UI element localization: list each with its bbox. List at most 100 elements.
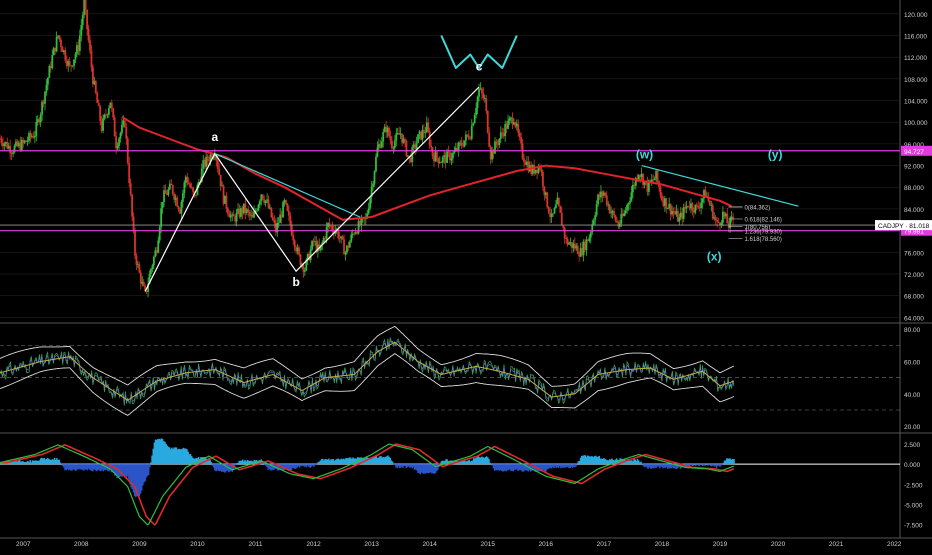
time-axis-label: 2017 (597, 541, 612, 548)
candle-body (482, 93, 484, 98)
candle-body (1, 139, 3, 143)
candle-body (69, 61, 71, 65)
candle-body (472, 123, 474, 125)
candle-body (564, 228, 566, 238)
candle-body (430, 145, 432, 147)
candle-body (520, 137, 522, 143)
candle-body (51, 55, 53, 68)
macd-tick-label: -5.000 (904, 502, 923, 509)
candle-body (256, 210, 258, 211)
candle-body (374, 171, 376, 183)
candle-body (287, 204, 289, 211)
candle-body (300, 255, 302, 265)
time-axis-label: 2016 (539, 541, 554, 548)
candle-body (661, 195, 663, 200)
candle-body (481, 88, 483, 93)
candle-body (112, 108, 114, 117)
candle-body (98, 103, 100, 106)
candle-body (342, 236, 344, 239)
time-axis-label: 2011 (248, 541, 262, 548)
candle-body (523, 158, 525, 162)
candle-body (80, 25, 82, 35)
candle-body (136, 256, 138, 265)
candle-body (265, 201, 267, 203)
candle-body (143, 282, 145, 286)
candle-body (152, 265, 154, 269)
fib-level-label: 1.236(79.930) (745, 229, 782, 235)
candle-body (310, 250, 312, 261)
candle-body (95, 81, 97, 93)
candle-body (217, 160, 219, 168)
candle-body (468, 136, 470, 139)
candle-body (694, 205, 696, 213)
time-axis-label: 2013 (364, 541, 379, 548)
candle-body (220, 175, 222, 186)
candle-body (496, 141, 498, 144)
candle-body (326, 227, 328, 238)
candle-body (282, 202, 284, 217)
candle-body (683, 207, 685, 219)
time-axis-label: 2020 (771, 541, 786, 548)
candle-body (186, 177, 188, 183)
candle-body (343, 239, 345, 254)
candle-body (586, 240, 588, 251)
price-tick-label: 116.000 (904, 34, 927, 41)
candle-body (458, 143, 460, 151)
candle-body (183, 182, 185, 193)
candle-body (715, 217, 717, 220)
candle-body (361, 218, 363, 225)
candle-body (568, 243, 570, 244)
macd-histogram-bar (704, 464, 706, 466)
candle-body (467, 135, 469, 136)
candle-body (262, 195, 264, 200)
candle-body (257, 205, 259, 211)
candle-body (75, 54, 77, 59)
candle-body (59, 36, 61, 40)
candle-body (654, 179, 656, 180)
candle-body (350, 235, 352, 242)
price-tick-label: 84.000 (904, 207, 924, 214)
candle-body (27, 141, 29, 142)
candle-body (134, 231, 136, 255)
candle-body (153, 257, 155, 266)
macd-histogram-bar (235, 464, 237, 465)
candle-body (259, 201, 261, 205)
rsi-tick-label: 40.00 (904, 392, 921, 399)
candle-body (519, 133, 521, 137)
price-tick-label: 104.000 (904, 99, 928, 106)
candle-body (72, 66, 74, 67)
time-axis-label: 2018 (655, 541, 670, 548)
candle-body (726, 214, 728, 224)
candle-body (108, 108, 110, 114)
candle-body (565, 238, 567, 239)
candle-body (111, 103, 113, 109)
candle-body (500, 132, 502, 138)
candle-body (552, 213, 554, 214)
price-tick-label: 108.000 (904, 77, 928, 84)
candle-body (388, 128, 390, 136)
macd-tick-label: -7.500 (904, 523, 923, 530)
candle-body (404, 139, 406, 141)
candle-body (288, 211, 290, 216)
candle-body (429, 132, 431, 146)
candle-body (82, 15, 84, 25)
time-axis-label: 2009 (132, 541, 147, 548)
fib-level-label: 0.618(82.146) (745, 217, 782, 223)
candle-body (60, 40, 62, 47)
candle-body (12, 152, 14, 153)
candle-body (554, 208, 556, 214)
macd-histogram-bar (575, 464, 577, 466)
candle-body (64, 50, 66, 60)
time-axis-label: 2015 (481, 541, 496, 548)
candle-body (96, 93, 98, 103)
candle-body (181, 202, 183, 214)
candle-body (406, 141, 408, 156)
candle-body (349, 242, 351, 248)
wave-label: (y) (768, 148, 783, 162)
candle-body (442, 157, 444, 162)
candle-body (249, 212, 251, 216)
candle-body (555, 204, 557, 207)
candle-body (559, 206, 561, 213)
candle-body (189, 184, 191, 187)
